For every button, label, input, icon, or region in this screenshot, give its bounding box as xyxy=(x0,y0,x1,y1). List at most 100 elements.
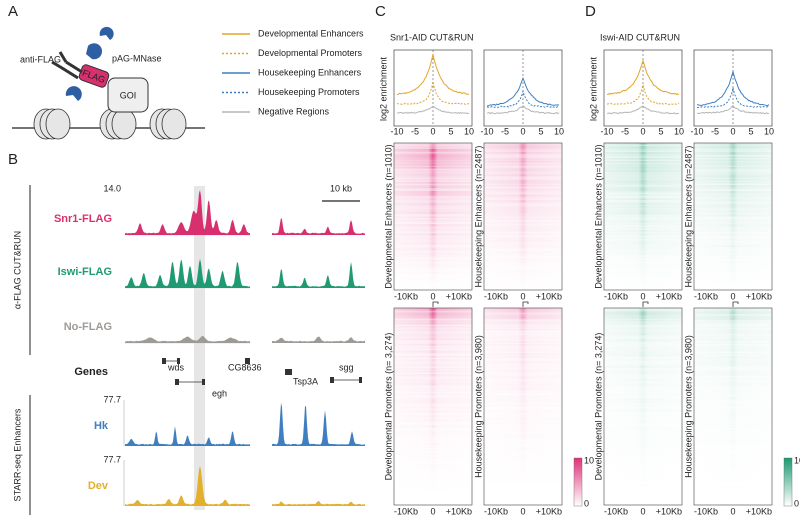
heatmap-row xyxy=(484,470,562,472)
heatmap-row xyxy=(604,484,682,486)
heatmap-row xyxy=(484,338,562,340)
heatmap-row xyxy=(694,414,772,417)
heatmap-row xyxy=(394,243,472,246)
heatmap-row xyxy=(604,284,682,286)
heatmap-row xyxy=(694,287,772,289)
heatmap-row xyxy=(394,195,472,198)
heatmap-row xyxy=(604,494,682,496)
heatmap-row xyxy=(694,458,772,460)
x-tick-label: 0 xyxy=(730,126,735,136)
heatmap-row xyxy=(604,487,682,489)
heatmap-row xyxy=(694,386,772,388)
heatmap-row xyxy=(604,420,682,423)
heatmap-row xyxy=(694,369,772,372)
heatmap-row xyxy=(694,233,772,235)
heatmap-row xyxy=(694,493,772,495)
heatmap-row xyxy=(604,165,682,168)
heatmap-row xyxy=(694,402,772,405)
heatmap-row xyxy=(604,416,682,418)
heatmap-row xyxy=(484,312,562,315)
heatmap-row xyxy=(484,443,562,445)
heatmap-row xyxy=(484,435,562,438)
heatmap-row xyxy=(604,209,682,211)
x-tick-label: 0 xyxy=(430,126,435,136)
heatmap-row xyxy=(694,224,772,226)
x-tick-label: 5 xyxy=(658,126,663,136)
heatmap-row xyxy=(694,372,772,375)
heatmap-row xyxy=(694,344,772,346)
heatmap-row xyxy=(694,315,772,318)
heatmap-row xyxy=(394,384,472,387)
mnase xyxy=(86,43,103,60)
heatmap-row xyxy=(604,153,682,156)
heatmap-row xyxy=(394,493,472,495)
heatmap-row xyxy=(394,320,472,322)
heatmap-row xyxy=(694,153,772,156)
gene-exon xyxy=(202,379,205,385)
heatmap-row xyxy=(394,458,472,460)
heatmap-row xyxy=(604,432,682,435)
heatmap-row xyxy=(694,216,772,219)
heatmap-row xyxy=(394,473,472,475)
heatmap-row xyxy=(604,329,682,331)
heatmap-row xyxy=(394,342,472,345)
heatmap-row xyxy=(694,366,772,369)
heatmap-row xyxy=(484,362,562,364)
heatmap-row xyxy=(694,371,772,373)
gene-exon xyxy=(177,358,180,364)
heatmap-row xyxy=(604,470,682,472)
track-max: 77.7 xyxy=(103,454,121,464)
heatmap-row xyxy=(484,323,562,325)
heatmap-x-label: -10Kb xyxy=(604,291,628,301)
heatmap-row xyxy=(484,176,562,178)
heatmap-row xyxy=(394,417,472,420)
heatmap-row xyxy=(484,171,562,174)
heatmap-row xyxy=(604,231,682,234)
group-label: α-FLAG CUT&RUN xyxy=(12,231,22,309)
heatmap-row xyxy=(694,168,772,171)
heatmap-row xyxy=(694,351,772,354)
heatmap-row xyxy=(484,366,562,369)
heatmap-row xyxy=(604,326,682,328)
heatmap-row xyxy=(394,329,472,331)
signal-track xyxy=(125,259,250,288)
heatmap-row xyxy=(394,239,472,241)
x-tick-label: -5 xyxy=(411,126,419,136)
heatmap-row xyxy=(604,333,682,336)
heatmap-row xyxy=(484,167,562,169)
heatmap-row xyxy=(484,152,562,154)
profile-curve xyxy=(486,76,560,107)
panel-label: D xyxy=(585,3,596,20)
heatmap-row xyxy=(394,242,472,244)
heatmap-row xyxy=(694,416,772,418)
heatmap-row xyxy=(394,168,472,171)
heatmap-row xyxy=(694,159,772,162)
heatmap-row xyxy=(484,342,562,345)
heatmap-row xyxy=(394,452,472,454)
heatmap-row xyxy=(604,327,682,330)
heatmap-row xyxy=(484,466,562,468)
heatmap-row xyxy=(604,399,682,402)
heatmap-row xyxy=(394,248,472,250)
heatmap-row xyxy=(394,283,472,285)
heatmap-row xyxy=(394,401,472,403)
heatmap xyxy=(693,307,773,506)
nucleosome xyxy=(161,108,187,140)
heatmap-row xyxy=(694,431,772,433)
heatmap-row xyxy=(484,419,562,421)
heatmap-row xyxy=(694,252,772,255)
heatmap-row xyxy=(694,497,772,499)
heatmap-row xyxy=(394,363,472,366)
heatmap-row xyxy=(694,494,772,496)
heatmap-row xyxy=(484,239,562,241)
heatmap-row xyxy=(484,191,562,193)
heatmap-row xyxy=(604,156,682,159)
heatmap-row xyxy=(484,258,562,261)
heatmap-row xyxy=(484,197,562,199)
heatmap-row xyxy=(484,243,562,246)
heatmap-row xyxy=(604,177,682,180)
heatmap-row-label: Developmental Promoters (n= 3,274) xyxy=(593,333,603,481)
heatmap-row xyxy=(694,401,772,403)
heatmap-row xyxy=(694,266,772,268)
heatmap-row xyxy=(394,164,472,166)
